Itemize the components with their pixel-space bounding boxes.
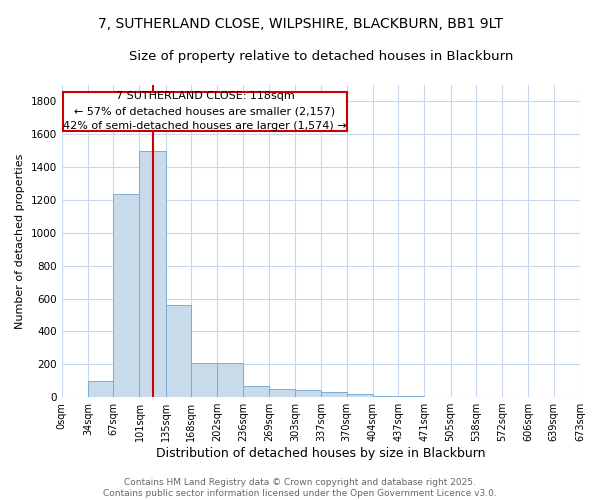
Bar [63,92,347,131]
Title: Size of property relative to detached houses in Blackburn: Size of property relative to detached ho… [128,50,513,63]
Bar [373,396,398,397]
X-axis label: Distribution of detached houses by size in Blackburn: Distribution of detached houses by size … [156,447,485,460]
Bar [398,396,424,397]
Bar [217,362,244,397]
Bar [166,305,191,397]
Text: 7, SUTHERLAND CLOSE, WILPSHIRE, BLACKBURN, BB1 9LT: 7, SUTHERLAND CLOSE, WILPSHIRE, BLACKBUR… [97,18,503,32]
Y-axis label: Number of detached properties: Number of detached properties [15,154,25,328]
Bar [88,382,113,397]
Bar [244,386,269,397]
Bar [269,389,295,397]
Text: Contains HM Land Registry data © Crown copyright and database right 2025.
Contai: Contains HM Land Registry data © Crown c… [103,478,497,498]
Bar [191,362,217,397]
Bar [113,194,139,397]
Bar [321,392,347,397]
Bar [347,394,373,397]
Bar [295,390,321,397]
Bar [139,150,166,397]
Text: 7 SUTHERLAND CLOSE: 118sqm
← 57% of detached houses are smaller (2,157)
42% of s: 7 SUTHERLAND CLOSE: 118sqm ← 57% of deta… [63,92,347,131]
